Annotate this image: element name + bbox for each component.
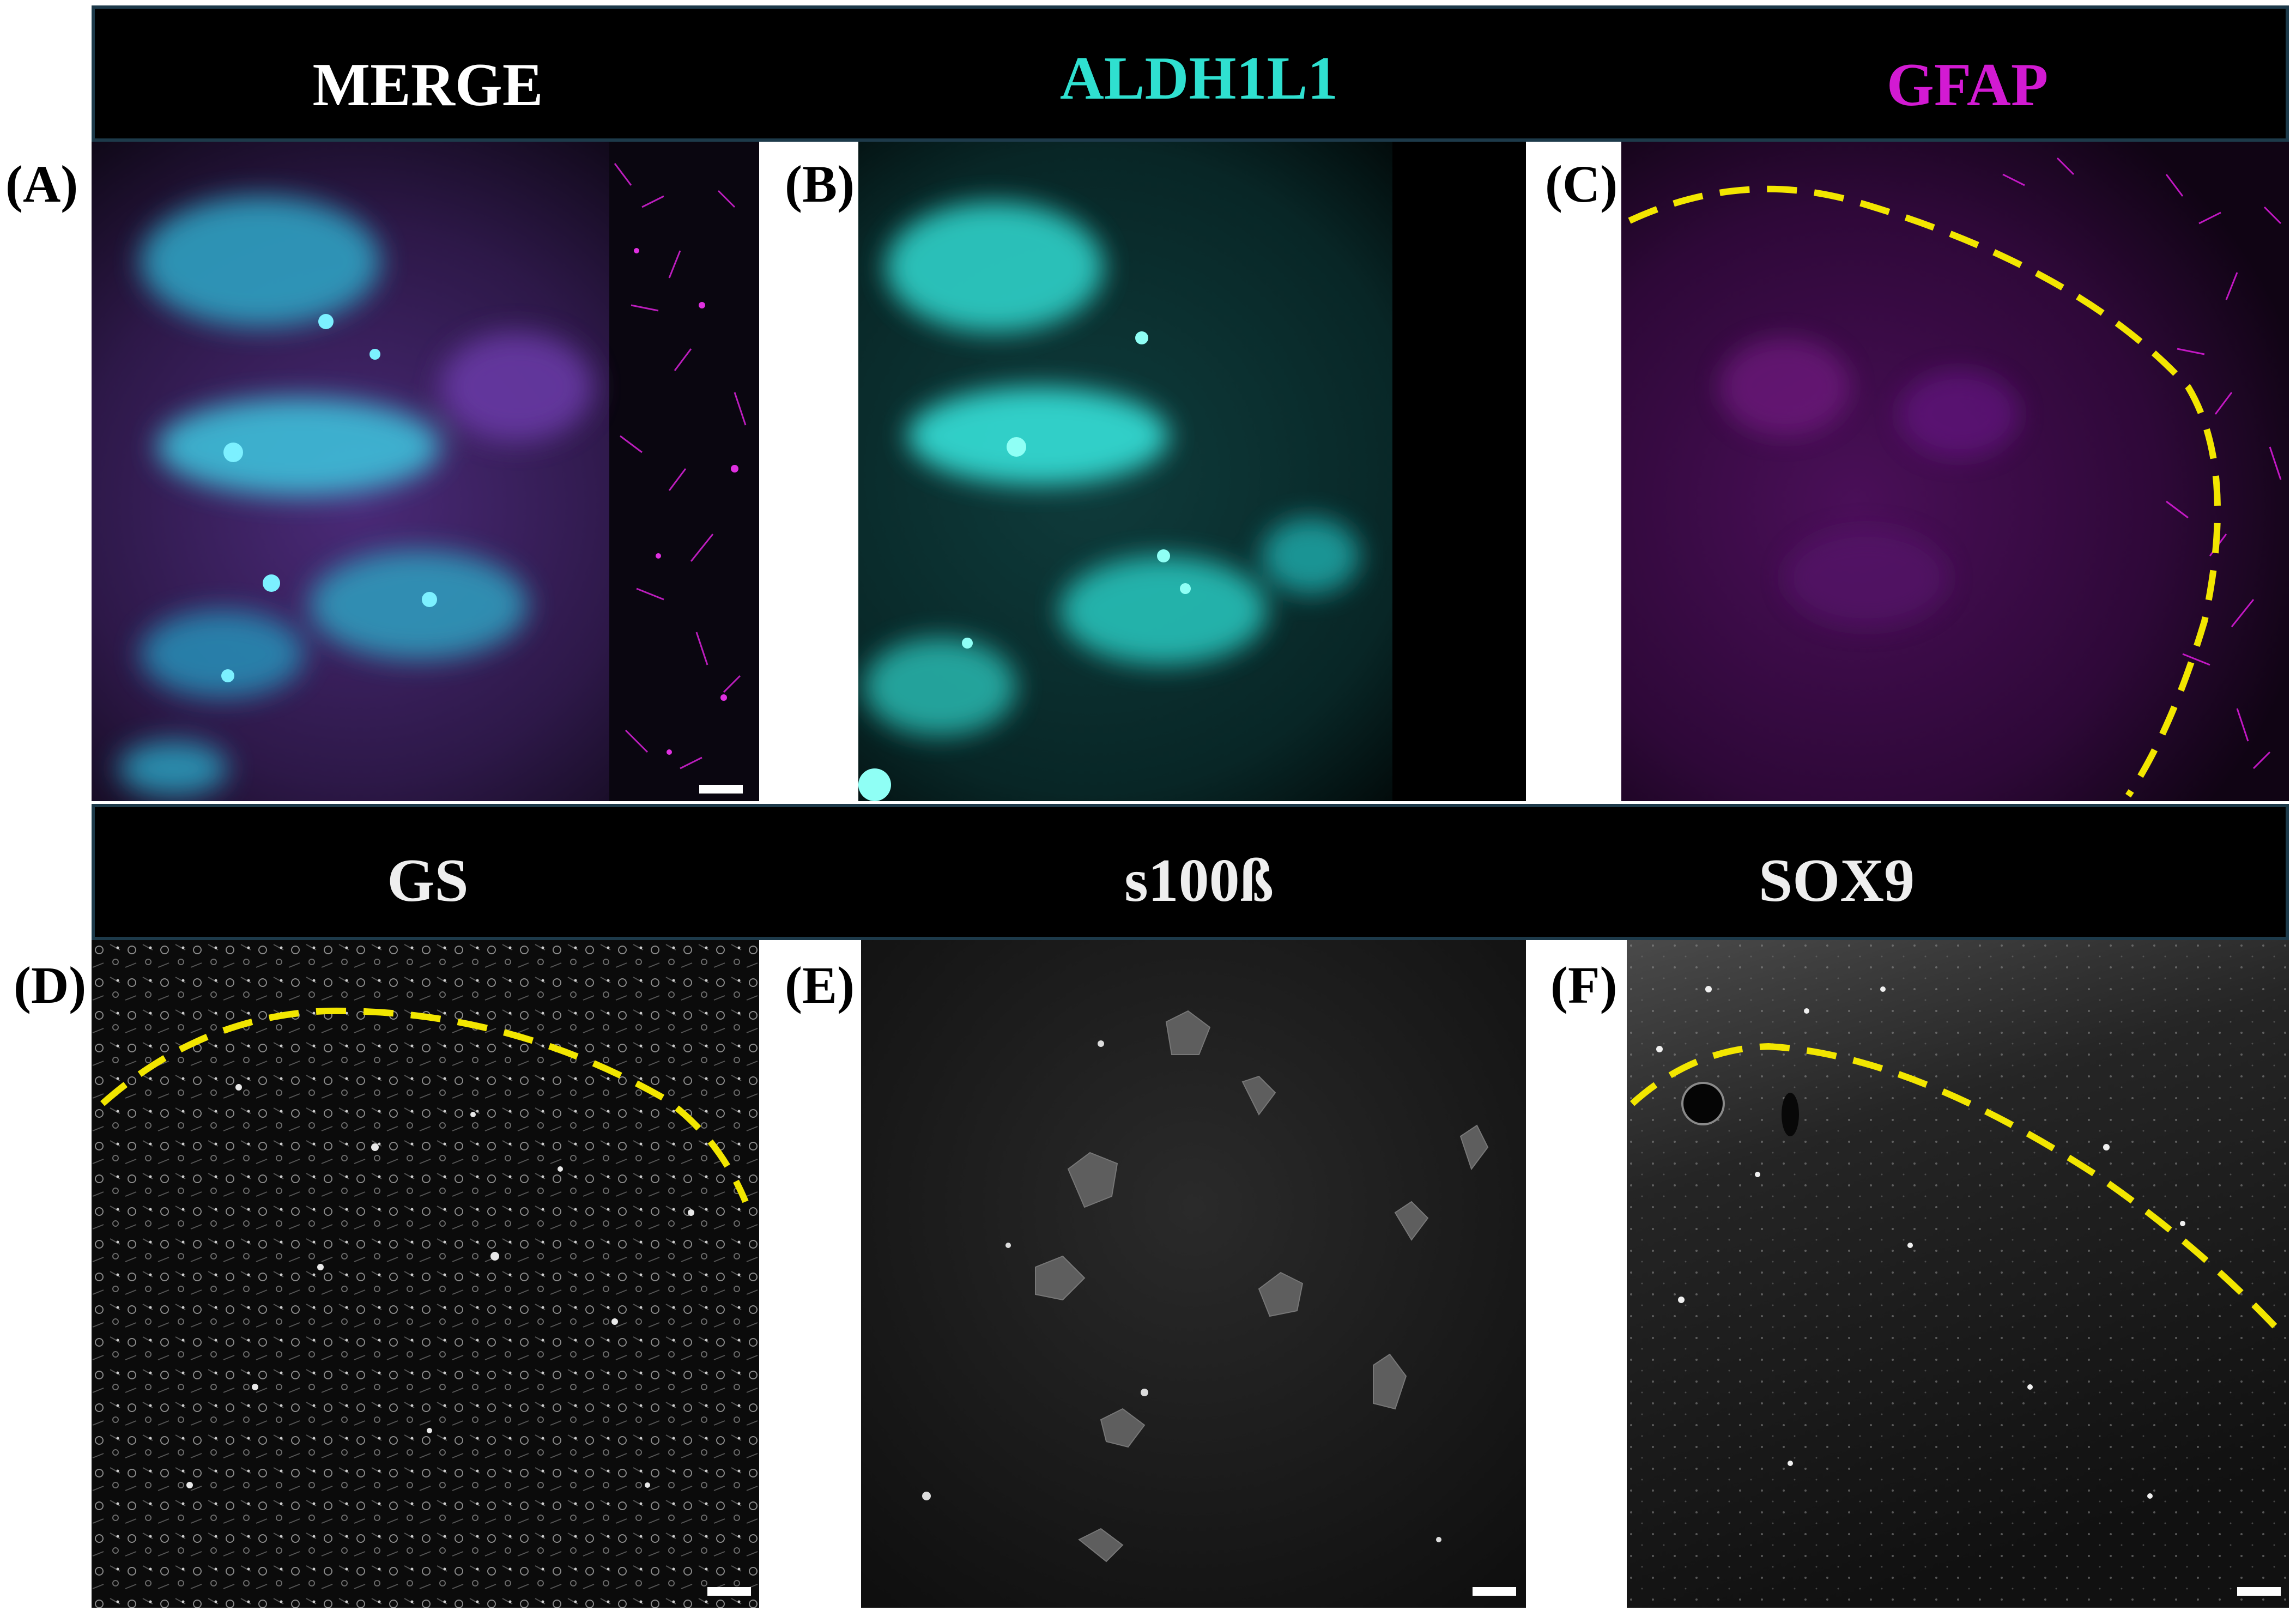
scale-bar xyxy=(2237,1587,2281,1596)
panel-label-d: (D) xyxy=(14,956,87,1014)
panel-label-f: (F) xyxy=(1550,956,1618,1014)
panel-label-c: (C) xyxy=(1545,155,1618,213)
scale-bar xyxy=(1473,1587,1516,1596)
boundary-line xyxy=(1629,1043,2283,1335)
title-gfap: GFAP xyxy=(1886,51,2049,119)
scale-bar xyxy=(707,1587,751,1596)
top-title-bar xyxy=(92,5,2289,142)
title-merge: MERGE xyxy=(312,51,543,119)
title-s100b: s100ß xyxy=(1124,847,1274,914)
micrograph-gfap xyxy=(1621,142,2289,801)
micrograph-aldh1l1 xyxy=(858,142,1526,801)
panel-label-b: (B) xyxy=(785,155,855,213)
micrograph-s100b xyxy=(861,940,1526,1608)
boundary-line xyxy=(1628,185,2221,798)
panel-label-a: (A) xyxy=(5,155,78,213)
title-aldh1l1: ALDH1L1 xyxy=(1059,45,1338,112)
micrograph-merge xyxy=(92,142,759,801)
panel-label-e: (E) xyxy=(785,956,855,1014)
micrograph-gs xyxy=(92,940,759,1608)
scale-bar xyxy=(699,785,743,794)
title-sox9: SOX9 xyxy=(1758,847,1915,914)
bottom-title-bar xyxy=(92,804,2289,940)
micrograph-sox9 xyxy=(1627,940,2289,1608)
title-gs: GS xyxy=(387,847,469,914)
boundary-line xyxy=(100,1007,749,1203)
